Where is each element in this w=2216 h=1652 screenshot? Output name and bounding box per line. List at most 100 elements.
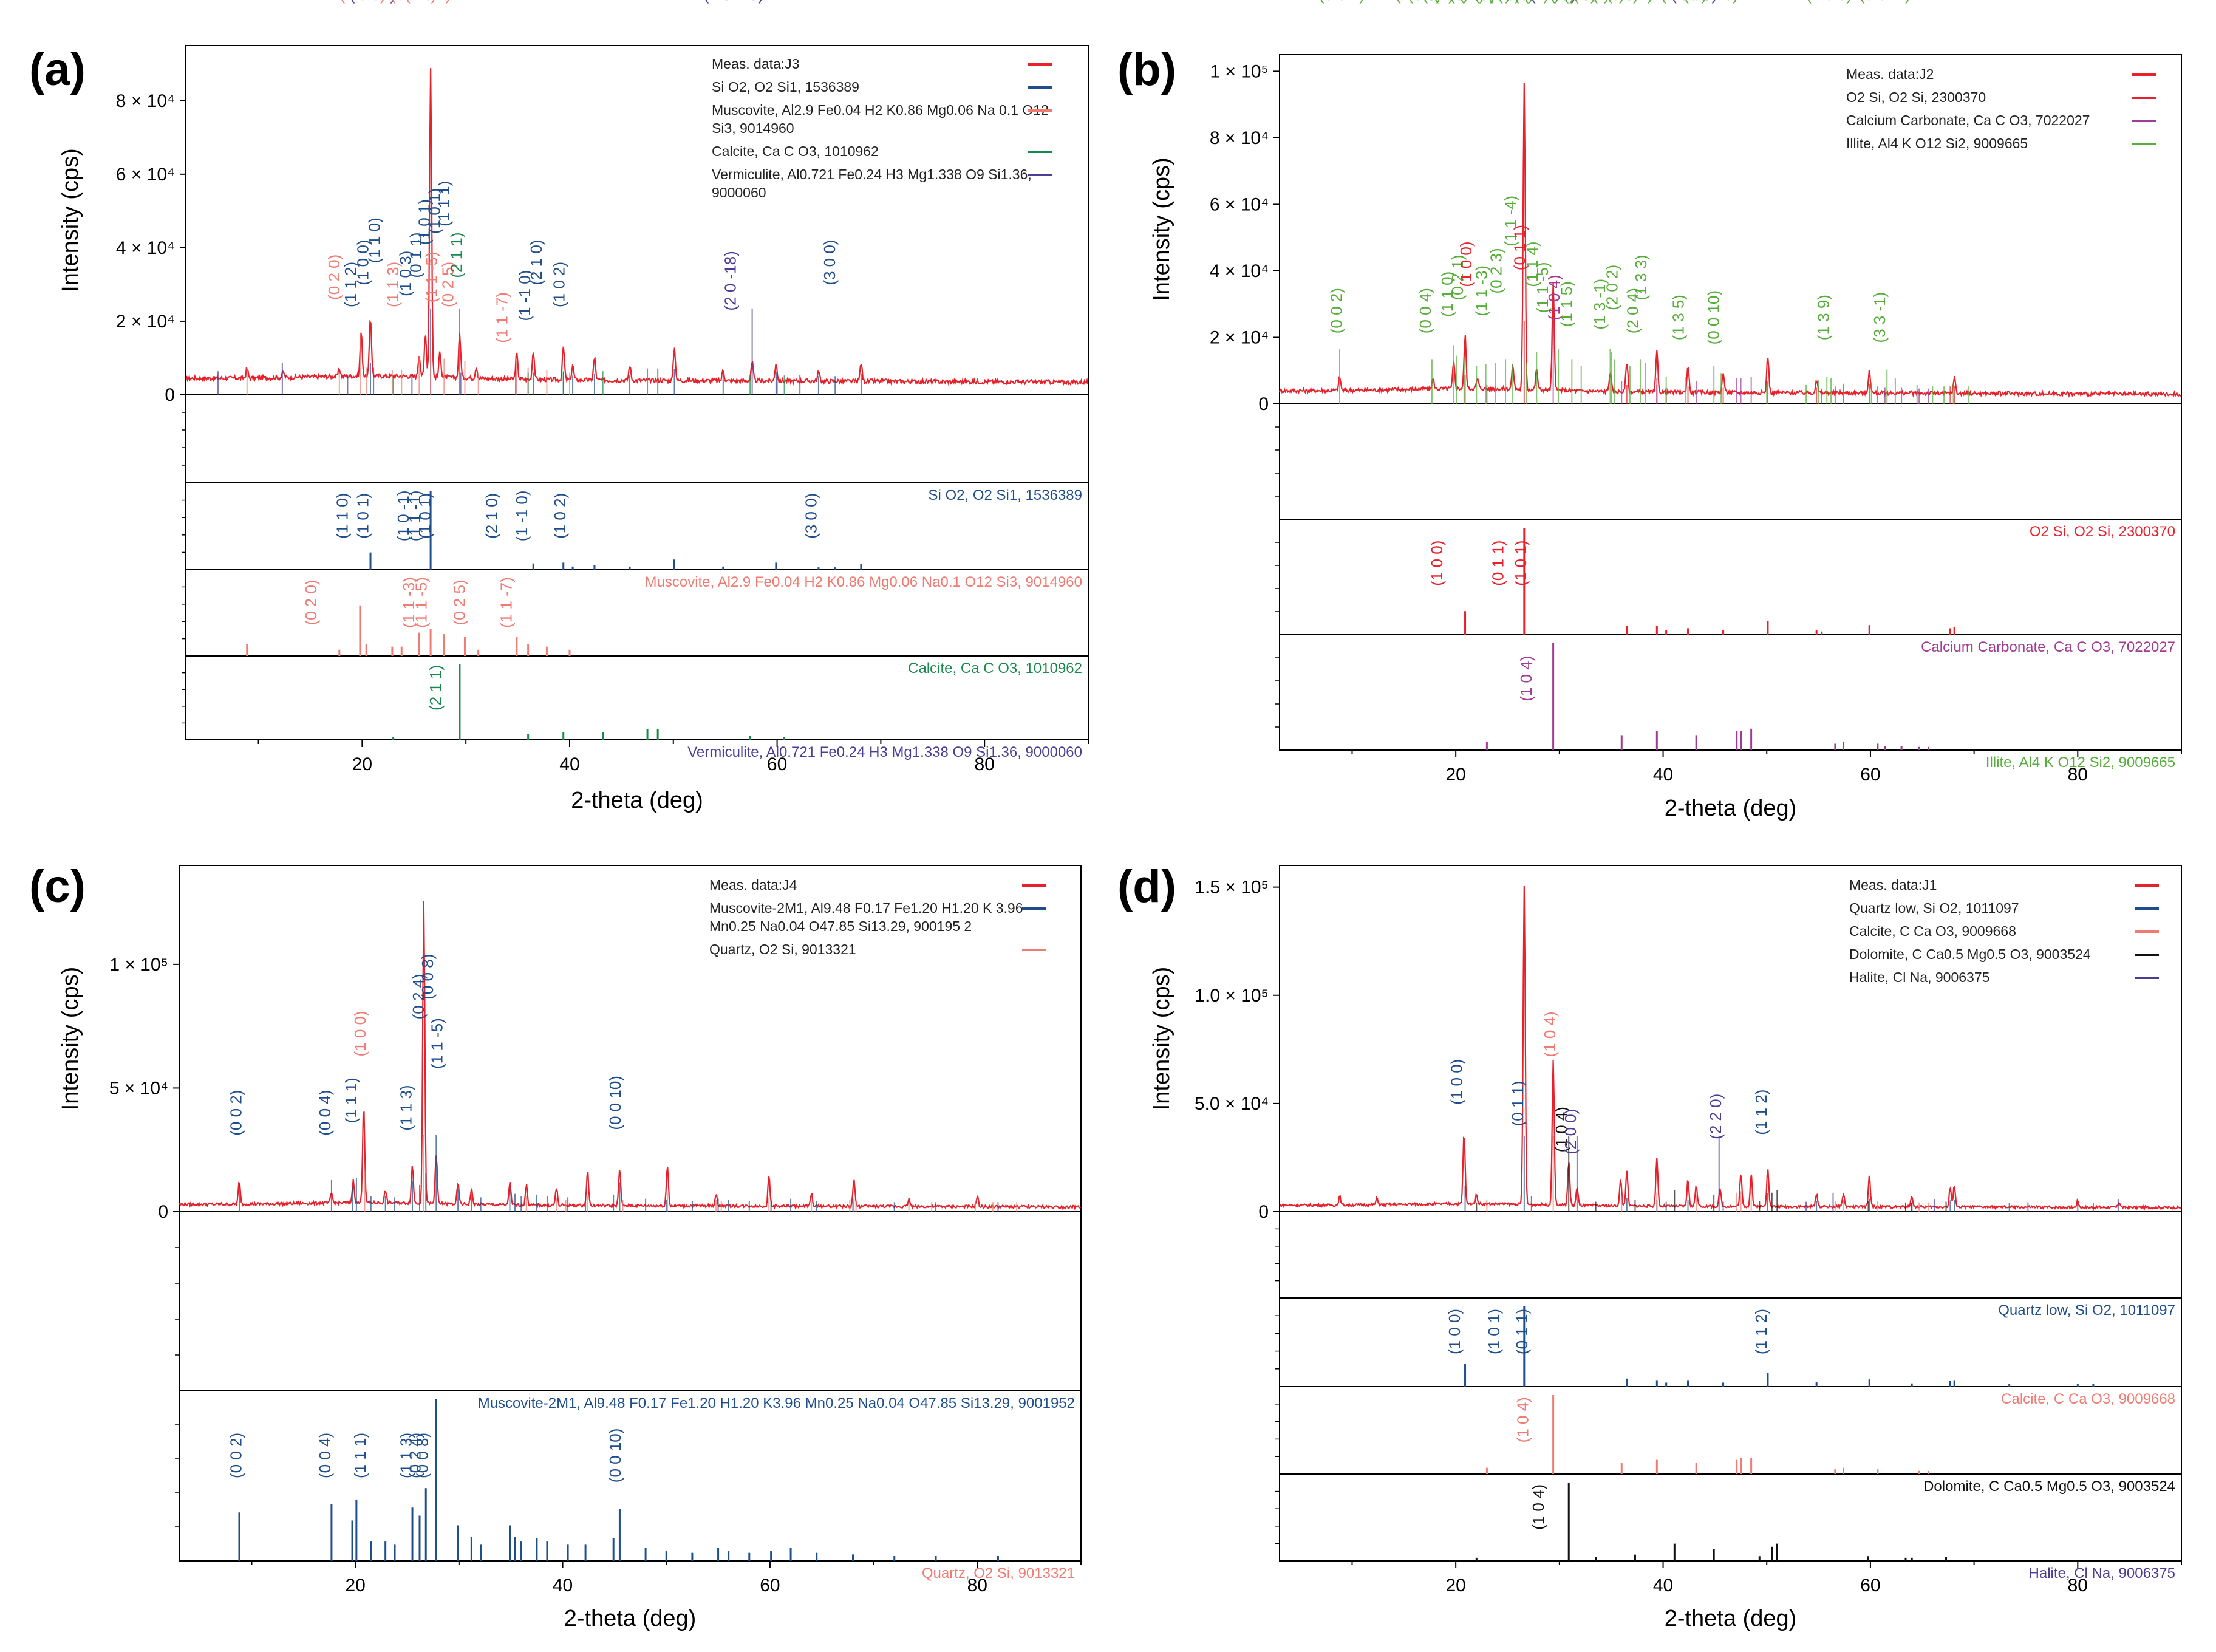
legend-label: 9000060 (712, 185, 766, 200)
peak-annotation: (0 1 1) (407, 232, 425, 278)
legend-label: Meas. data:J2 (1846, 66, 1934, 82)
reference-peak-label: (1 0 -1) (394, 490, 412, 541)
reference-title: Illite, Al4 K O12 Si2, 9009665 (1986, 754, 2175, 771)
peak-annotation: (2 0 2) (1603, 265, 1621, 310)
legend-label: Muscovite-2M1, Al9.48 F0.17 Fe1.20 H1.20… (709, 900, 1023, 916)
legend-label: Calcite, C Ca O3, 9009668 (1849, 923, 2016, 939)
x-tick-label: 20 (345, 1575, 365, 1596)
peak-annotation: (1 1 1) (342, 1077, 360, 1123)
reference-peak-label: (1 0 1) (1512, 541, 1530, 586)
legend-entry: Calcite, Ca C O3, 1010962 (712, 143, 1052, 159)
reference-title: Dolomite, C Ca0.5 Mg0.5 O3, 9003524 (1923, 1478, 2175, 1495)
reference-pattern: Vermiculite, Al0.721 Fe0.24 H3 Mg1.338 O… (350, 0, 1082, 760)
panel-a: (a) 0 2 × 10⁴ 4 × 10⁴ 6 × 10⁴ 8 × 10⁴ 20 40 60 80… (29, 0, 1089, 813)
reference-title: Calcite, C Ca O3, 9009668 (2001, 1391, 2175, 1407)
x-tick-label: 60 (1860, 765, 1880, 785)
reference-pattern: O2 Si, O2 Si, 2300370 (1 0 0) (0 1 1) (1 0 … (1428, 524, 2175, 635)
reference-peak-label: (1 1 0) (1396, 0, 1441, 4)
reference-peak-label: (1 0 4) (1517, 656, 1535, 701)
reference-peak-label: (1 1 5) (1550, 0, 1595, 4)
y-tick-label: 0 (1258, 394, 1269, 414)
reference-peak-label: (0 2 0) (302, 579, 320, 625)
reference-peak-label: (1 1 -5) (412, 577, 430, 628)
reference-peak-label: (0 2 2) (1450, 0, 1495, 4)
peak-annotation: (1 0 0) (1447, 1059, 1465, 1105)
peak-annotation: (1 0 4) (1545, 275, 1563, 320)
reference-peak-label: (1 0 1) (405, 0, 451, 4)
reference-pattern: Quartz low, Si O2, 1011097 (1 0 0) (1 0 1)… (1445, 1302, 2175, 1387)
peak-annotation: (0 2 1) (1448, 254, 1467, 300)
reference-title: Calcite, Ca C O3, 1010962 (908, 660, 1082, 677)
reference-peak-label: (0 0 8) (414, 1433, 432, 1478)
peak-annotation: (0 2 4) (409, 974, 428, 1019)
legend-label: Meas. data:J3 (712, 56, 799, 72)
x-tick-label: 20 (1445, 1575, 1465, 1596)
peak-annotation: (0 1 1) (1511, 225, 1529, 270)
reference-peak-label: (2 1 0) (482, 493, 500, 539)
legend-entry: Meas. data:J4 (709, 877, 1046, 893)
legend-entry: Illite, Al4 K O12 Si2, 9009665 (1846, 135, 2156, 151)
reference-peak-label: (2 0 0) (1530, 0, 1576, 4)
y-tick-label: 5.0 × 10⁴ (1195, 1094, 1269, 1114)
reference-peak-label: (0 0 2) (1319, 0, 1365, 4)
measured-pattern (179, 901, 1081, 1210)
reference-peak-label: (1 1 3) (397, 1433, 415, 1478)
legend-entry: Halite, Cl Na, 9006375 (1849, 969, 2159, 985)
reference-title: Quartz, O2 Si, 9013321 (922, 1565, 1075, 1582)
x-tick-label: 60 (1860, 1575, 1880, 1596)
x-tick-label: 20 (1445, 765, 1465, 785)
y-tick-label: 8 × 10⁴ (116, 91, 175, 111)
reference-pattern: Halite, Cl Na, 9006375 (2 0 0) (2 2 0) (1530, 0, 2175, 1582)
legend-label: Muscovite, Al2.9 Fe0.04 H2 K0.86 Mg0.06 … (712, 102, 1049, 118)
legend-entry: Si O2, O2 Si1, 1536389 (712, 79, 1052, 95)
reference-peak-label: (1 0 2) (551, 493, 569, 539)
peak-annotation: (1 0 3) (397, 251, 415, 296)
peak-annotation: (0 0 4) (316, 1090, 334, 1136)
reference-peak-label: (1 0 1) (354, 493, 372, 539)
peak-annotation: (1 1 -5) (428, 1018, 446, 1069)
reference-peak-label: (0 1 1) (1513, 1309, 1531, 1354)
reference-peak-label: (1 1 -7) (497, 577, 515, 628)
x-tick-label: 40 (1653, 765, 1673, 785)
reference-peak-label: (0 0 4) (316, 1433, 334, 1478)
reference-peak-label: (1 3 -1) (1573, 0, 1624, 4)
panel-d: (d) 0 5.0 × 10⁴ 1.0 × 10⁵ 1.5 × 10⁵ 20 40 60 80 2… (1117, 0, 2182, 1631)
peak-annotation: (1 1 -7) (493, 292, 511, 343)
y-tick-label: 2 × 10⁴ (1210, 327, 1269, 347)
x-tick-label: 40 (553, 1575, 573, 1596)
reference-peak-label: (0 2 4) (406, 1433, 424, 1478)
y-tick-label: 6 × 10⁴ (116, 165, 175, 185)
reference-pattern: Muscovite-2M1, Al9.48 F0.17 Fe1.20 H1.20… (227, 1395, 1075, 1561)
peak-annotation: (1 1 3) (384, 262, 402, 307)
peak-annotation: (3 3 -1) (1870, 292, 1889, 343)
peak-annotation: (0 0 2) (1327, 288, 1345, 333)
peak-annotation: (1 0 4) (1552, 1107, 1570, 1152)
peak-annotation: (1 1 2) (341, 262, 360, 307)
peak-annotation: (1 0 2) (550, 262, 568, 307)
y-axis-label: Intensity (cps) (58, 148, 83, 292)
reference-peak-label: (1 0 4) (1514, 1397, 1532, 1442)
peak-annotation: (1 0 4) (1541, 1011, 1559, 1057)
legend-label: Halite, Cl Na, 9006375 (1849, 969, 1989, 985)
panel-label: (a) (29, 44, 86, 95)
reference-title: Si O2, O2 Si1, 1536389 (929, 487, 1083, 503)
peak-annotation: (0 0 10) (606, 1076, 624, 1130)
measured-pattern (1279, 885, 2181, 1211)
measured-pattern (185, 68, 1089, 386)
peak-annotation: (0 0 8) (418, 954, 437, 1000)
reference-title: Quartz low, Si O2, 1011097 (1998, 1302, 2175, 1319)
reference-peak-label: (0 0 4) (1408, 0, 1454, 4)
reference-peak-label: (2 0 1) (1564, 0, 1609, 4)
peak-annotation: (0 2 3) (1487, 248, 1505, 293)
peak-annotation: (1 3 5) (1669, 295, 1688, 340)
reference-peak-label: (0 1 1) (390, 0, 436, 4)
reference-peak-label: (1 3 5) (1661, 0, 1706, 4)
reference-title: Calcium Carbonate, Ca C O3, 7022027 (1921, 639, 2175, 655)
peak-annotation: (1 1 -4) (1501, 196, 1519, 247)
y-tick-label: 1.0 × 10⁵ (1195, 986, 1269, 1006)
legend-label: Meas. data:J1 (1849, 877, 1937, 893)
peak-annotation: (1 -1 0) (516, 270, 534, 321)
peak-annotation: (1 1 -5) (422, 251, 440, 302)
peak-annotation: (0 2 0) (325, 254, 343, 300)
